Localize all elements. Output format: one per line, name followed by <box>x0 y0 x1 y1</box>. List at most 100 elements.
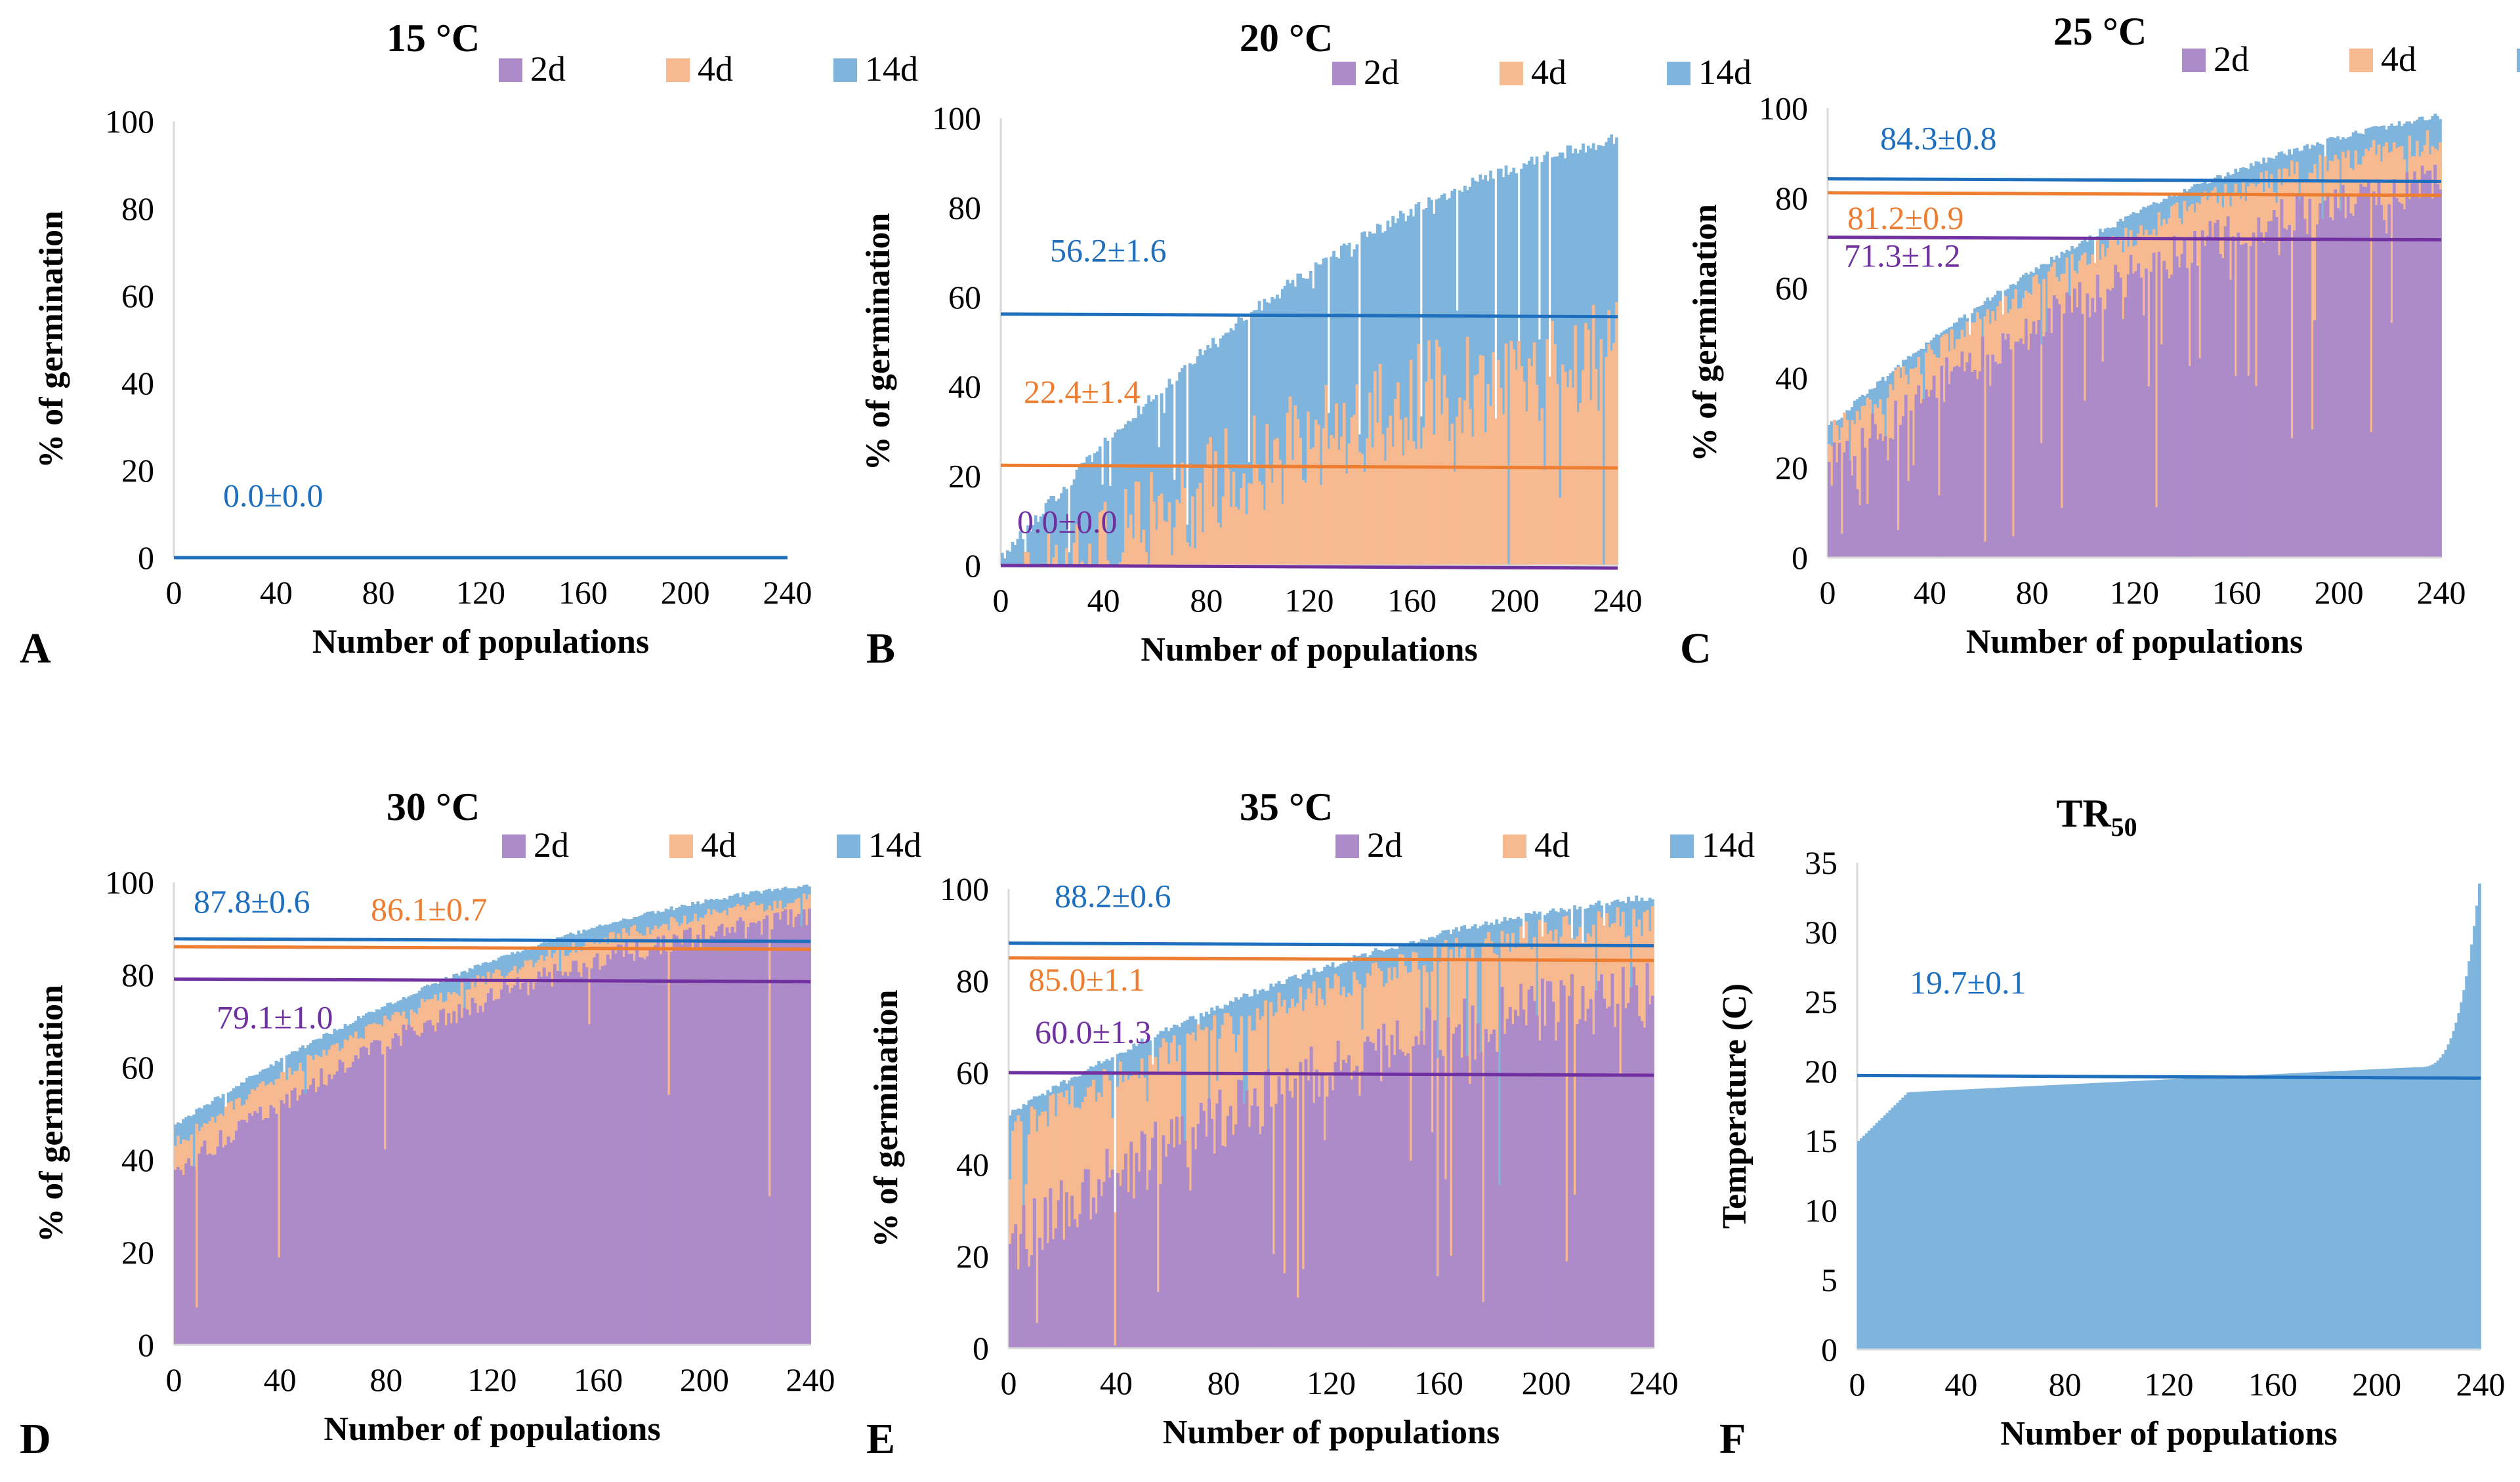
bar-2d <box>1210 1119 1214 1348</box>
bar-14d <box>1283 285 1287 566</box>
legend-label-4d: 4d <box>2381 39 2416 79</box>
mean-label-2d: 79.1±1.0 <box>217 998 333 1035</box>
bar-4d <box>1219 527 1223 566</box>
bar-4d <box>1486 384 1490 566</box>
bar-2d <box>457 1004 461 1345</box>
bar-14d <box>1270 297 1274 566</box>
y-tick-label: 0 <box>973 1330 989 1367</box>
bar-14d <box>1152 399 1156 566</box>
bar-2d <box>2017 341 2020 558</box>
bar-2d <box>1339 1071 1343 1348</box>
x-tick-label: 80 <box>1190 582 1223 619</box>
bar-14d <box>1178 372 1181 566</box>
bar-TR50 <box>1901 1098 1905 1349</box>
bar-2d <box>1382 1023 1386 1348</box>
bar-2d <box>1524 1025 1528 1348</box>
bar-2d <box>2354 203 2358 558</box>
bar-4d <box>1301 1010 1305 1348</box>
bar-TR50 <box>2181 1079 2185 1349</box>
bar-2d <box>1608 1006 1612 1348</box>
bar-14d <box>1255 310 1259 566</box>
bar-2d <box>2157 251 2161 558</box>
bar-TR50 <box>2000 1087 2004 1349</box>
bar-2d <box>2377 180 2381 558</box>
bar-2d <box>478 1006 482 1345</box>
bar-4d <box>1340 436 1343 566</box>
bar-14d <box>1525 164 1528 566</box>
bar-4d <box>1983 316 1987 558</box>
bar-2d <box>2001 333 2005 558</box>
bar-2d <box>625 942 628 1345</box>
bar-4d <box>1587 329 1590 566</box>
mean-label-2d: 60.0±1.3 <box>1035 1014 1151 1050</box>
bar-14d <box>1240 318 1243 566</box>
legend-swatch-14d <box>837 834 860 858</box>
bar-2d <box>2075 307 2079 558</box>
bar-TR50 <box>2034 1086 2037 1349</box>
bar-TR50 <box>2296 1073 2300 1349</box>
bar-2d <box>1398 1049 1402 1348</box>
bar-TR50 <box>2042 1085 2045 1349</box>
bar-2d <box>1955 365 1959 558</box>
y-tick-label: 100 <box>1759 90 1808 127</box>
bar-14d <box>1093 453 1097 566</box>
bar-TR50 <box>2221 1077 2224 1349</box>
bar-2d <box>190 1165 194 1345</box>
bar-TR50 <box>2161 1079 2164 1349</box>
bar-2d <box>1129 1142 1133 1348</box>
mean-label-4d: 85.0±1.1 <box>1028 961 1144 998</box>
bar-2d <box>2226 216 2230 558</box>
x-axis-title: Number of populations <box>312 623 649 661</box>
bar-14d <box>1204 350 1208 566</box>
bar-2d <box>2009 349 2013 558</box>
bar-4d <box>1248 483 1251 566</box>
bar-2d <box>1600 974 1603 1348</box>
bar-4d <box>1327 449 1331 566</box>
bar-14d <box>1394 223 1397 566</box>
bar-2d <box>773 913 777 1345</box>
bar-14d <box>1005 550 1009 566</box>
bar-2d <box>1581 986 1585 1348</box>
bar-2d <box>1245 1090 1249 1348</box>
bar-TR50 <box>2368 1069 2372 1349</box>
bar-TR50 <box>2460 1002 2464 1349</box>
legend-swatch-2d <box>1335 834 1359 858</box>
bar-TR50 <box>2254 1075 2258 1349</box>
bar-2d <box>417 1036 421 1345</box>
bar-2d <box>356 1058 360 1345</box>
bar-2d <box>407 1025 411 1345</box>
bar-4d <box>1316 424 1320 566</box>
bar-2d <box>1100 1196 1104 1348</box>
bar-2d <box>2139 278 2143 558</box>
bar-TR50 <box>2317 1072 2320 1349</box>
bar-2d <box>1019 1233 1023 1348</box>
bar-4d <box>1479 355 1482 566</box>
bar-14d <box>1571 153 1575 566</box>
bar-4d <box>1489 405 1492 566</box>
bar-2d <box>1081 1182 1085 1348</box>
bar-2d <box>648 947 652 1345</box>
bar-2d <box>1065 1192 1068 1348</box>
bar-TR50 <box>1875 1122 1879 1349</box>
bar-2d <box>2367 181 2370 558</box>
bar-TR50 <box>1971 1088 1975 1349</box>
bar-2d <box>425 1020 429 1345</box>
bar-2d <box>2060 507 2064 558</box>
bar-2d <box>630 953 634 1345</box>
bar-TR50 <box>2099 1082 2102 1349</box>
bar-4d <box>1360 453 1364 566</box>
bar-2d <box>2026 350 2030 558</box>
bar-2d <box>2116 272 2120 558</box>
bar-TR50 <box>2166 1079 2170 1349</box>
bar-2d <box>733 932 737 1345</box>
bar-TR50 <box>2356 1070 2359 1349</box>
bar-4d <box>1540 408 1544 566</box>
bar-2d <box>346 1067 350 1345</box>
bar-2d <box>1629 987 1633 1348</box>
bar-4d <box>1538 421 1542 566</box>
bar-2d <box>471 998 474 1345</box>
bar-TR50 <box>2192 1078 2196 1349</box>
series-4d <box>1024 302 1618 566</box>
